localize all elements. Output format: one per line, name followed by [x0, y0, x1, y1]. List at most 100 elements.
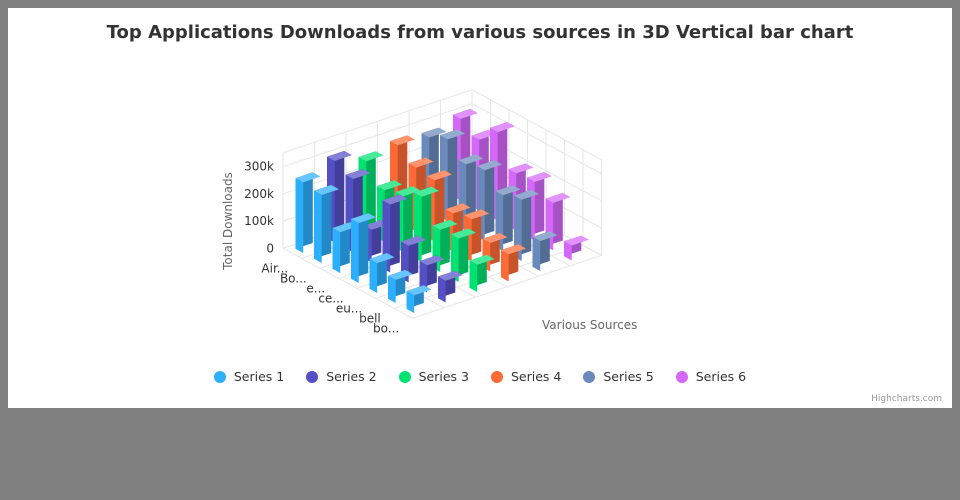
bar-front-face [332, 228, 341, 273]
bar-front-face [451, 234, 459, 282]
legend-label: Series 5 [603, 369, 654, 384]
bar-top-face [421, 127, 447, 138]
legend-marker [398, 370, 411, 383]
bar-top-face [395, 186, 421, 197]
bar-top-face [453, 108, 478, 119]
chart-legend: Series 1 Series 2 Series 3 Series 4 Series 5… [8, 369, 952, 384]
bar-top-face [358, 151, 384, 162]
legend-item[interactable]: Series 3 [398, 369, 469, 384]
legend-item[interactable]: Series 6 [675, 369, 747, 384]
x-axis-title: Various Sources [542, 318, 637, 332]
bar-top-face [414, 186, 439, 197]
bar-top-face [427, 170, 452, 181]
legend-label: Series 6 [695, 369, 747, 384]
bar-front-face [369, 258, 378, 293]
bar [514, 189, 539, 261]
bar-top-face [408, 157, 434, 168]
credits-link[interactable]: Highcharts.com [871, 394, 942, 404]
bar-front-face [564, 241, 572, 261]
bar-top-face [440, 129, 465, 140]
bar-top-face [351, 213, 376, 224]
y-tick-label: 300k [244, 160, 274, 174]
chart-container: 0 100k 200k 300k Total Downloads Air... Bo... e… [8, 8, 952, 408]
bar [332, 222, 358, 273]
x-tick-label: e... [306, 281, 325, 295]
legend-marker [583, 370, 596, 383]
x-tick-label: bo... [373, 321, 399, 335]
bar-front-face [406, 291, 415, 313]
bar-top-face [377, 180, 402, 191]
bar-top-face [490, 122, 515, 133]
x-tick-label: bell [359, 311, 381, 325]
chart-title: Top Applications Downloads from various … [106, 22, 854, 43]
bar-top-face [432, 219, 458, 230]
bar [564, 235, 589, 261]
x-tick-label: Air... [261, 261, 288, 275]
legend-marker [491, 370, 503, 383]
bar-front-face [514, 195, 522, 261]
bar-front-face [351, 218, 359, 283]
bar-top-face [406, 285, 432, 296]
x-tick-label: eu... [336, 301, 362, 315]
bar-top-face [314, 185, 339, 195]
x-tick-label: Bo... [280, 271, 307, 285]
bar-front-face [314, 190, 322, 263]
bar-top-face [532, 231, 558, 242]
bar-front-face [388, 275, 396, 303]
bar-top-face [451, 228, 476, 239]
bar [351, 213, 376, 283]
bar-top-face [501, 244, 526, 255]
legend-item[interactable]: Series 2 [306, 369, 377, 384]
bar [438, 270, 463, 303]
bar-top-face [564, 235, 589, 246]
bar-top-face [327, 150, 352, 161]
legend-item[interactable]: Series 4 [491, 369, 561, 384]
bar-top-face [369, 253, 395, 264]
bar-top-face [401, 235, 426, 246]
bar [406, 285, 432, 313]
bar-top-face [445, 203, 471, 214]
bar-front-face [438, 276, 446, 303]
legend-label: Series 2 [326, 369, 377, 384]
bar [501, 244, 526, 282]
x-tick-label: ce... [318, 291, 343, 305]
bar-top-face [458, 154, 484, 165]
bar [388, 269, 413, 303]
bar-top-face [495, 185, 521, 196]
y-tick-label: 0 [266, 241, 274, 255]
y-tick-label: 100k [244, 214, 274, 228]
legend-marker [306, 370, 319, 383]
grid-line [282, 247, 413, 319]
legend-marker [675, 370, 688, 383]
legend-item[interactable]: Series 1 [213, 369, 285, 384]
legend-item[interactable]: Series 5 [583, 369, 654, 384]
y-axis-title: Total Downloads [221, 172, 235, 271]
bar-front-face [295, 178, 304, 253]
bar [314, 185, 339, 263]
bar-top-face [438, 270, 463, 281]
bar-top-face [514, 189, 539, 200]
bar-top-face [477, 160, 502, 171]
bar-top-face [469, 254, 495, 265]
bar [295, 172, 321, 253]
bar-top-face [390, 135, 415, 146]
bar [419, 255, 445, 293]
bar [469, 254, 495, 292]
bar-top-face [388, 269, 413, 280]
bar [369, 253, 395, 293]
bar-front-face [469, 260, 478, 292]
legend-label: Series 4 [511, 369, 562, 384]
bar [532, 231, 558, 271]
bar-top-face [419, 255, 445, 266]
bar [451, 228, 476, 282]
bar-top-face [527, 172, 552, 182]
grid-line [471, 89, 602, 161]
bar-front-face [532, 236, 541, 271]
chart-bars [295, 108, 589, 313]
bar-top-face [464, 209, 489, 220]
legend-label: Series 1 [233, 369, 285, 384]
grid-line [471, 103, 602, 175]
bar-top-face [345, 169, 371, 179]
